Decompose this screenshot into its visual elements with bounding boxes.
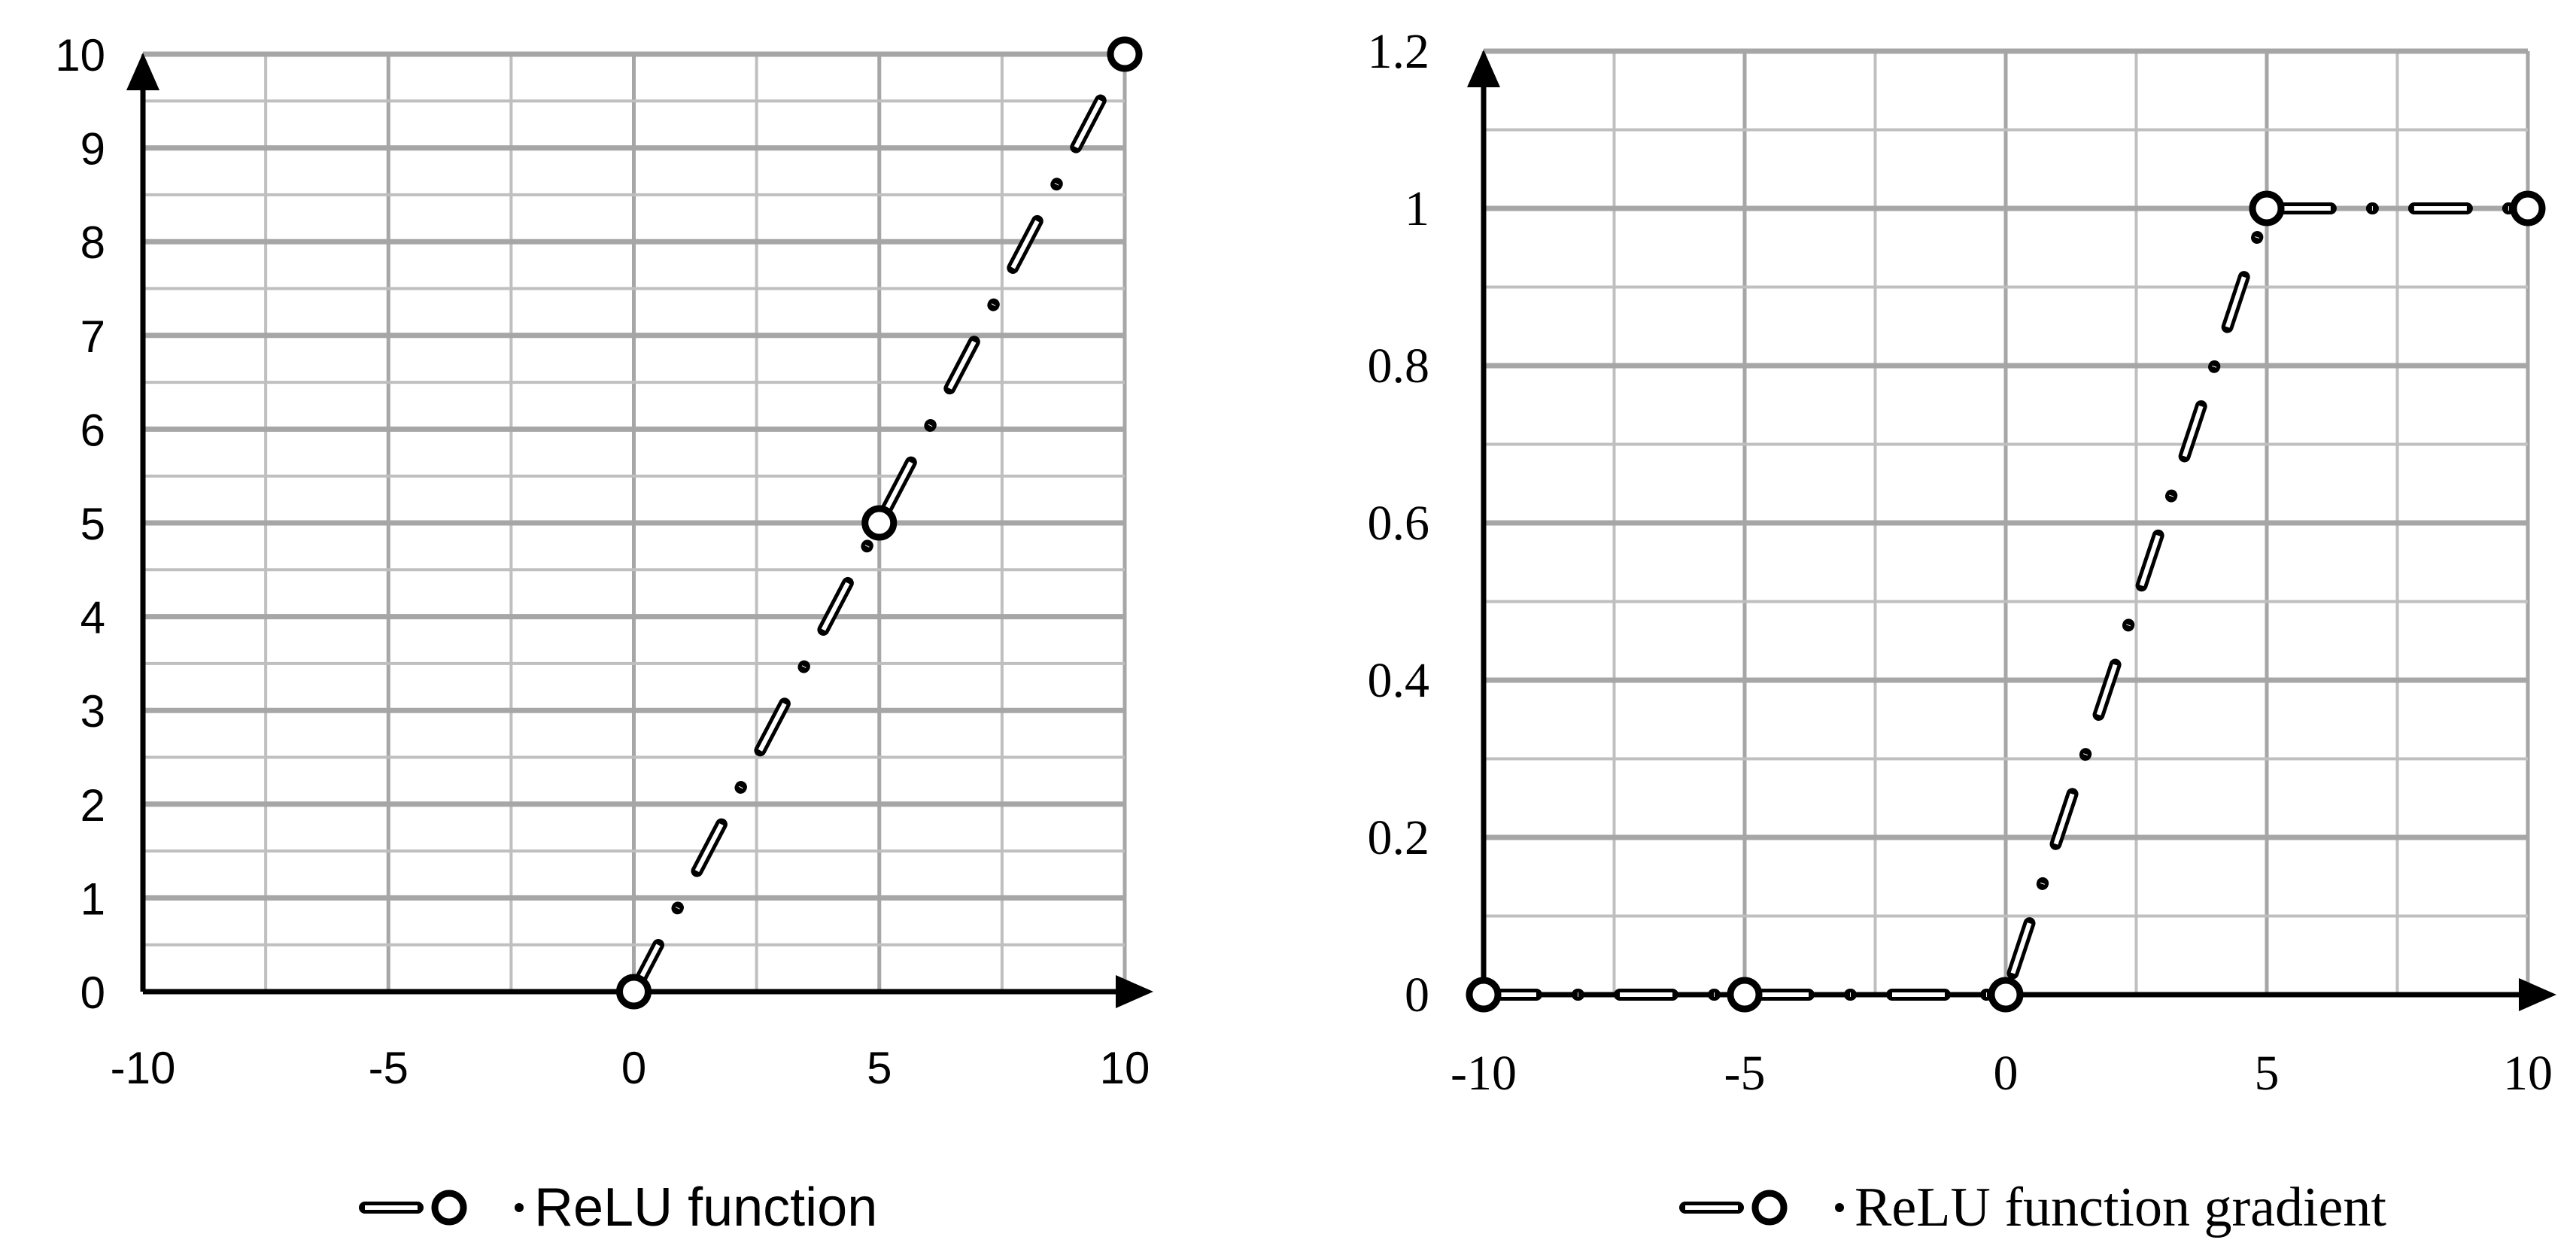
data-point-marker [2510, 190, 2546, 226]
x-tick-label: -5 [1724, 1046, 1766, 1101]
y-tick-label: 0.4 [1368, 653, 1430, 708]
data-point-marker [2249, 190, 2285, 226]
data-point-marker [1988, 977, 2024, 1013]
y-tick-label: 7 [80, 311, 105, 362]
y-tick-label: 0 [1405, 968, 1429, 1023]
grid [141, 51, 1127, 995]
y-tick-label: 0.6 [1368, 496, 1430, 551]
grid [1481, 48, 2530, 998]
x-tick-label: 10 [2503, 1046, 2553, 1101]
y-tick-label: 10 [55, 30, 105, 81]
legend: ReLU function gradient [1679, 1177, 2386, 1238]
relu-chart: -10 -5 0 5 10 0 1 2 3 4 5 6 7 8 9 10 ReLU function [55, 30, 1153, 1238]
y-tick-label: 5 [80, 499, 105, 549]
legend-marker-swatch [431, 1190, 467, 1226]
legend-label: ReLU function [534, 1177, 877, 1238]
series-line-inner [631, 53, 1127, 993]
legend: ReLU function [359, 1177, 877, 1238]
y-tick-label: 1 [80, 874, 105, 924]
x-tick-label: 0 [621, 1043, 646, 1093]
legend-dot-swatch [1835, 1203, 1844, 1212]
legend-dot-swatch [515, 1203, 524, 1212]
x-tick-label: -10 [111, 1043, 176, 1093]
x-tick-label: -5 [369, 1043, 409, 1093]
y-tick-label: 8 [80, 217, 105, 268]
relu-gradient-chart: -10 -5 0 5 10 0 0.2 0.4 0.6 0.8 1 1.2 ReLU function … [1368, 24, 2556, 1238]
data-point-marker [1466, 977, 1502, 1013]
y-axis-arrow [126, 53, 159, 90]
x-axis-arrow [1116, 975, 1153, 1008]
y-tick-label: 4 [80, 593, 105, 643]
y-tick-label: 1.2 [1368, 24, 1430, 79]
x-tick-label: 0 [1994, 1046, 2019, 1101]
y-tick-label: 0 [80, 968, 105, 1018]
y-tick-label: 2 [80, 780, 105, 831]
x-axis-arrow [2519, 978, 2556, 1011]
data-point-marker [861, 505, 898, 541]
y-tick-label: 0.2 [1368, 810, 1430, 865]
data-point-marker [616, 974, 652, 1010]
data-point-marker [1107, 36, 1143, 72]
x-tick-label: 5 [2255, 1046, 2280, 1101]
axes [1467, 50, 2556, 1011]
legend-label: ReLU function gradient [1855, 1177, 2386, 1238]
y-tick-label: 9 [80, 124, 105, 175]
legend-marker-swatch [1751, 1190, 1788, 1226]
series-line-inner [1484, 206, 2528, 997]
y-tick-label: 6 [80, 405, 105, 455]
y-tick-label: 3 [80, 686, 105, 737]
y-tick-label: 1 [1405, 181, 1429, 236]
x-tick-label: 5 [867, 1043, 892, 1093]
x-tick-label: 10 [1100, 1043, 1150, 1093]
y-tick-label: 0.8 [1368, 339, 1430, 394]
x-tick-label: -10 [1451, 1046, 1517, 1101]
data-point-marker [1727, 977, 1763, 1013]
y-axis-arrow [1467, 50, 1500, 87]
